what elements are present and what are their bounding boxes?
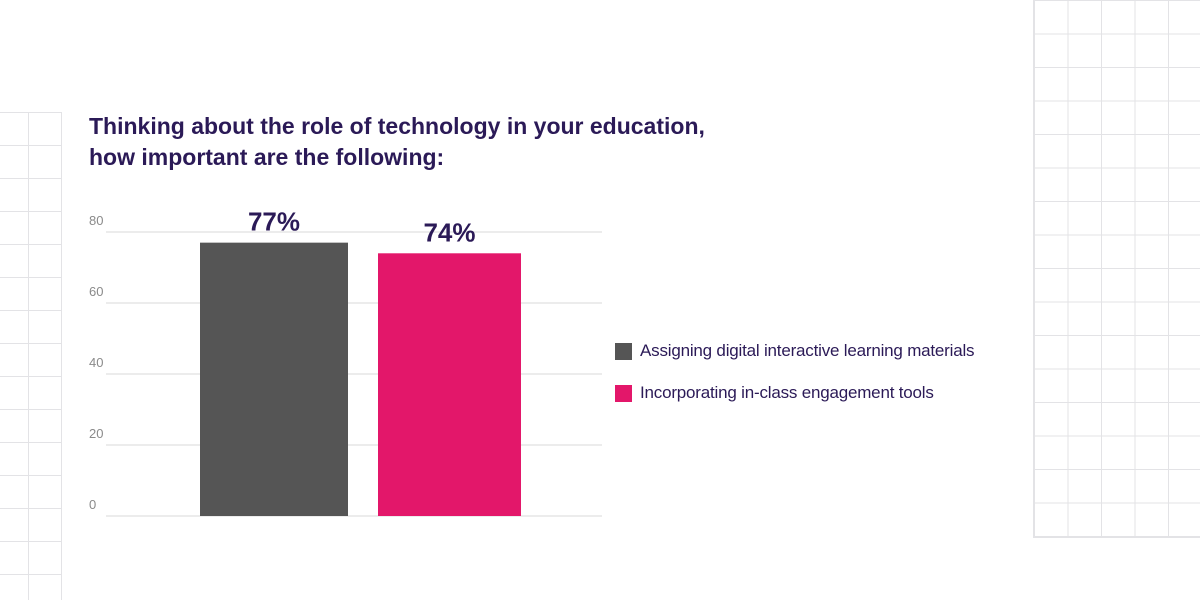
data-label-1: 77% — [248, 207, 300, 237]
chart-title-line-2: how important are the following: — [89, 144, 445, 170]
bar-2 — [378, 253, 521, 517]
chart-title: Thinking about the role of technology in… — [89, 111, 789, 173]
decorative-grid-right — [1033, 0, 1200, 538]
chart-title-line-1: Thinking about the role of technology in… — [89, 113, 705, 139]
chart-legend: Assigning digital interactive learning m… — [615, 338, 975, 422]
legend-swatch-incorporating — [615, 384, 632, 402]
y-tick-label-80: 80 — [89, 213, 103, 228]
y-tick-label-20: 20 — [89, 426, 103, 441]
legend-item-assigning: Assigning digital interactive learning m… — [615, 338, 975, 364]
y-tick-label-40: 40 — [89, 355, 103, 370]
bar-1 — [200, 242, 348, 516]
y-tick-label-0: 0 — [89, 497, 96, 512]
y-tick-label-60: 60 — [89, 284, 103, 299]
legend-swatch-assigning — [615, 342, 632, 360]
legend-label-incorporating: Incorporating in-class engagement tools — [640, 383, 934, 402]
data-label-2: 74% — [423, 217, 475, 247]
legend-label-assigning: Assigning digital interactive learning m… — [640, 341, 975, 360]
decorative-grid-left — [0, 112, 62, 600]
legend-item-incorporating: Incorporating in-class engagement tools — [615, 380, 974, 406]
